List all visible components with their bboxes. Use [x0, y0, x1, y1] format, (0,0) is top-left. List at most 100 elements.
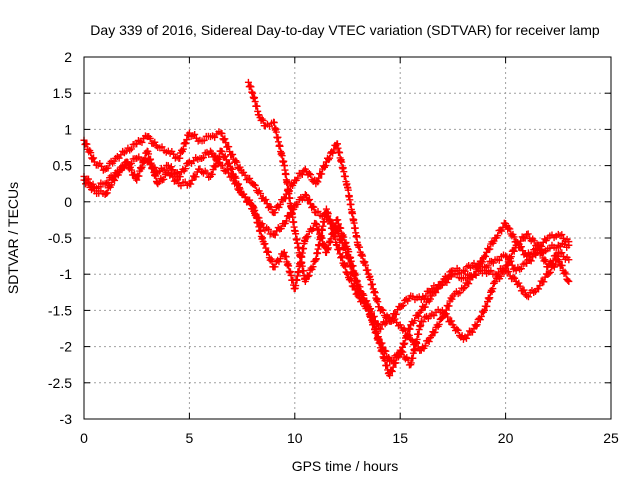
data-point-marker — [509, 273, 517, 281]
data-point-marker — [361, 258, 369, 266]
data-point-marker — [236, 163, 244, 171]
y-tick-label: 1 — [64, 121, 72, 137]
data-point-marker — [510, 233, 518, 241]
data-point-marker — [392, 310, 400, 318]
data-point — [459, 285, 467, 293]
data-point-marker — [85, 179, 93, 187]
data-point-marker — [338, 254, 346, 262]
tick-labels-layer: 0 5 10 15 20 25 -3 -2.5 -2 -1.5 -1 -0.5 0 0.5 1 1.5 2 — [48, 49, 619, 446]
data-point-marker — [141, 154, 149, 162]
data-point-marker — [276, 255, 284, 263]
data-point-marker — [276, 200, 284, 208]
data-point-marker — [415, 312, 423, 320]
data-point-marker — [183, 136, 191, 144]
data-point — [301, 191, 309, 199]
data-point-marker — [378, 305, 386, 313]
data-point-marker — [516, 282, 524, 290]
data-point-marker — [555, 257, 563, 265]
data-point-marker — [221, 135, 229, 143]
data-point-marker — [192, 173, 200, 181]
data-point-marker — [188, 176, 196, 184]
data-point-marker — [228, 165, 236, 173]
data-point-marker — [235, 180, 243, 188]
data-point-marker — [517, 237, 525, 245]
data-point-marker — [422, 292, 430, 300]
data-point-marker — [95, 183, 103, 191]
series-track-3 — [244, 78, 573, 380]
data-point-marker — [448, 317, 456, 325]
data-point-marker — [317, 233, 325, 241]
data-point-marker — [400, 340, 408, 348]
data-point-marker — [413, 339, 421, 347]
data-point-marker — [218, 148, 226, 156]
y-tick-label: -1.5 — [48, 302, 72, 318]
data-point-marker — [482, 252, 490, 260]
y-tick-label: 2 — [64, 49, 72, 65]
data-point-marker — [167, 170, 175, 178]
data-point-marker — [398, 302, 406, 310]
x-axis-label: GPS time / hours — [292, 458, 399, 474]
data-point-marker — [340, 261, 348, 269]
y-tick-label: -3 — [60, 411, 73, 427]
data-point-marker — [401, 327, 409, 335]
data-point-marker — [246, 174, 254, 182]
data-point — [481, 306, 489, 314]
data-point-marker — [233, 158, 241, 166]
data-point-marker — [127, 166, 135, 174]
data-point-marker — [304, 232, 312, 240]
data-point-marker — [495, 269, 503, 277]
data-point-marker — [89, 184, 97, 192]
data-point-marker — [232, 174, 240, 182]
data-point-marker — [356, 283, 364, 291]
data-point-marker — [486, 245, 494, 253]
data-point — [244, 78, 252, 86]
data-point-marker — [364, 266, 372, 274]
data-point-marker — [229, 150, 237, 158]
data-point-marker — [448, 295, 456, 303]
data-point-marker — [472, 271, 480, 279]
data-point-marker — [318, 234, 326, 242]
data-point-marker — [536, 282, 544, 290]
data-point-marker — [370, 312, 378, 320]
data-point-marker — [259, 117, 267, 125]
data-point-marker — [483, 302, 491, 310]
data-point-marker — [445, 302, 453, 310]
data-point-marker — [246, 196, 254, 204]
data-point — [565, 277, 573, 285]
data-point-marker — [212, 162, 220, 170]
data-point-marker — [173, 176, 181, 184]
data-point-marker — [528, 250, 536, 258]
data-point-marker — [199, 154, 207, 162]
data-point-marker — [356, 243, 364, 251]
data-point-marker — [294, 200, 302, 208]
data-point-marker — [294, 174, 302, 182]
data-point-marker — [359, 290, 367, 298]
data-point — [565, 238, 573, 246]
y-tick-label: -2.5 — [48, 375, 72, 391]
data-point-marker — [214, 155, 222, 163]
data-point-marker — [262, 196, 270, 204]
data-point-marker — [535, 285, 543, 293]
data-point — [491, 277, 499, 285]
data-point-marker — [398, 347, 406, 355]
data-point-marker — [309, 224, 317, 232]
data-point-marker — [241, 193, 249, 201]
data-point-marker — [343, 269, 351, 277]
data-point-marker — [334, 216, 342, 224]
data-point-marker — [495, 256, 503, 264]
data-point-marker — [389, 363, 397, 371]
data-point-marker — [200, 136, 208, 144]
data-point-marker — [535, 245, 543, 253]
data-point-marker — [307, 171, 315, 179]
data-point-marker — [123, 158, 131, 166]
x-tick-label: 20 — [498, 430, 514, 446]
data-point-marker — [315, 226, 323, 234]
data-point-marker — [167, 163, 175, 171]
data-point-marker — [305, 170, 313, 178]
y-tick-label: 1.5 — [53, 85, 73, 101]
data-point-marker — [510, 247, 518, 255]
data-point-marker — [462, 334, 470, 342]
data-point-marker — [562, 270, 570, 278]
data-point-marker — [271, 231, 279, 239]
data-point-marker — [235, 184, 243, 192]
